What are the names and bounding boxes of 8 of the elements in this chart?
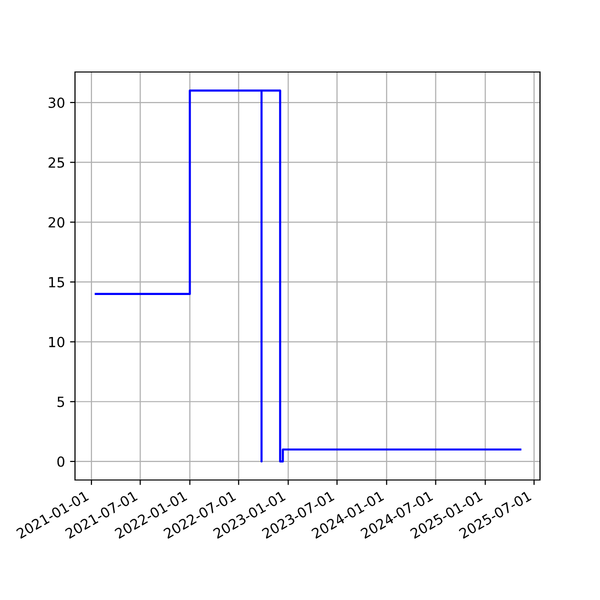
y-tick-label: 5: [58, 396, 64, 408]
y-tick-label: 30: [48, 97, 64, 108]
line-series: [94, 90, 522, 462]
y-tick-label: 15: [49, 277, 64, 288]
y-tick-label: 20: [48, 217, 64, 228]
y-tick-label: 0: [57, 456, 64, 467]
y-tick-label: 10: [49, 336, 64, 348]
y-tick-label: 25: [48, 157, 64, 168]
